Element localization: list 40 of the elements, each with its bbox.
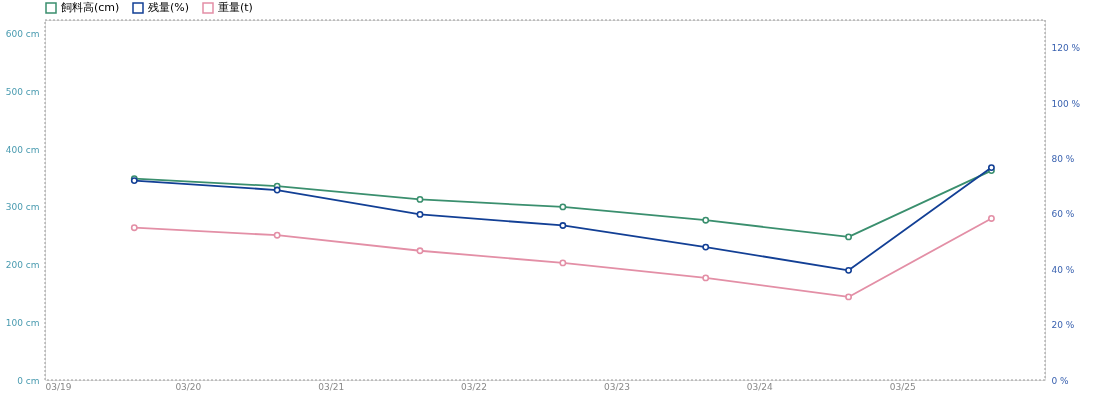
- y-tick-label: 0 cm: [17, 375, 40, 386]
- point: [845, 266, 853, 274]
- point: [416, 210, 424, 218]
- y2-tick-label: 120 %: [1051, 43, 1081, 54]
- point: [130, 224, 138, 232]
- x-tick-label: 03/19: [45, 381, 72, 392]
- y-tick-label: 200 cm: [5, 260, 40, 271]
- y-tick-label: 600 cm: [5, 29, 40, 40]
- y2-tick-label: 80 %: [1051, 153, 1075, 164]
- legend-label: 飼料高(cm): [61, 1, 120, 14]
- y2-tick-label: 0 %: [1051, 375, 1070, 386]
- x-tick-label: 03/24: [746, 381, 774, 392]
- point: [702, 216, 710, 224]
- y2-tick-label: 100 %: [1051, 98, 1081, 109]
- point: [559, 203, 567, 211]
- y2-tick-label: 20 %: [1051, 320, 1075, 331]
- x-tick-label: 03/25: [889, 381, 916, 392]
- point: [702, 274, 710, 282]
- point: [559, 222, 567, 229]
- legend-label: 残量(%): [148, 1, 190, 14]
- x-tick-label: 03/23: [603, 381, 630, 392]
- point: [416, 247, 424, 255]
- y-tick-label: 300 cm: [5, 202, 40, 213]
- x-tick-label: 03/21: [318, 381, 345, 392]
- x-tick-label: 03/20: [175, 381, 202, 392]
- point: [559, 259, 567, 267]
- point: [416, 195, 424, 203]
- y-tick-label: 100 cm: [5, 317, 40, 328]
- legend-label: 重量(t): [218, 1, 253, 14]
- y-tick-label: 500 cm: [5, 87, 40, 98]
- x-tick-label: 03/22: [461, 381, 488, 392]
- point: [702, 243, 710, 251]
- y2-tick-label: 60 %: [1051, 209, 1075, 220]
- y-tick-label: 400 cm: [5, 144, 40, 155]
- point: [845, 293, 853, 301]
- point: [273, 231, 281, 239]
- point: [845, 233, 853, 241]
- point: [987, 215, 995, 222]
- point: [273, 186, 281, 194]
- y2-tick-label: 40 %: [1051, 264, 1075, 275]
